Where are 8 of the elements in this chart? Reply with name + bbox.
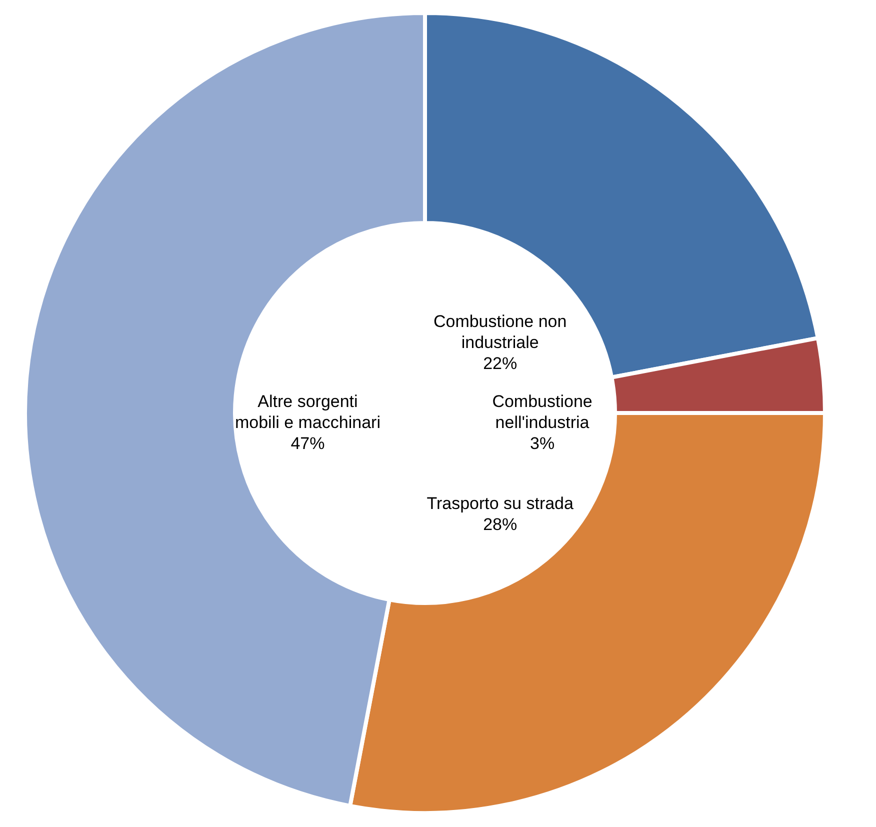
data-label: 22%: [483, 354, 518, 374]
slice-label: Trasporto su strada: [426, 494, 574, 513]
data-label: 47%: [290, 434, 325, 453]
data-label: 28%: [483, 514, 518, 534]
data-label: 3%: [530, 434, 555, 453]
slice-label: Combustione nell'industria: [492, 392, 592, 432]
slice-label: Combustione non industriale: [433, 312, 567, 352]
slice-label: Altre sorgenti mobili e macchinari: [234, 392, 380, 432]
